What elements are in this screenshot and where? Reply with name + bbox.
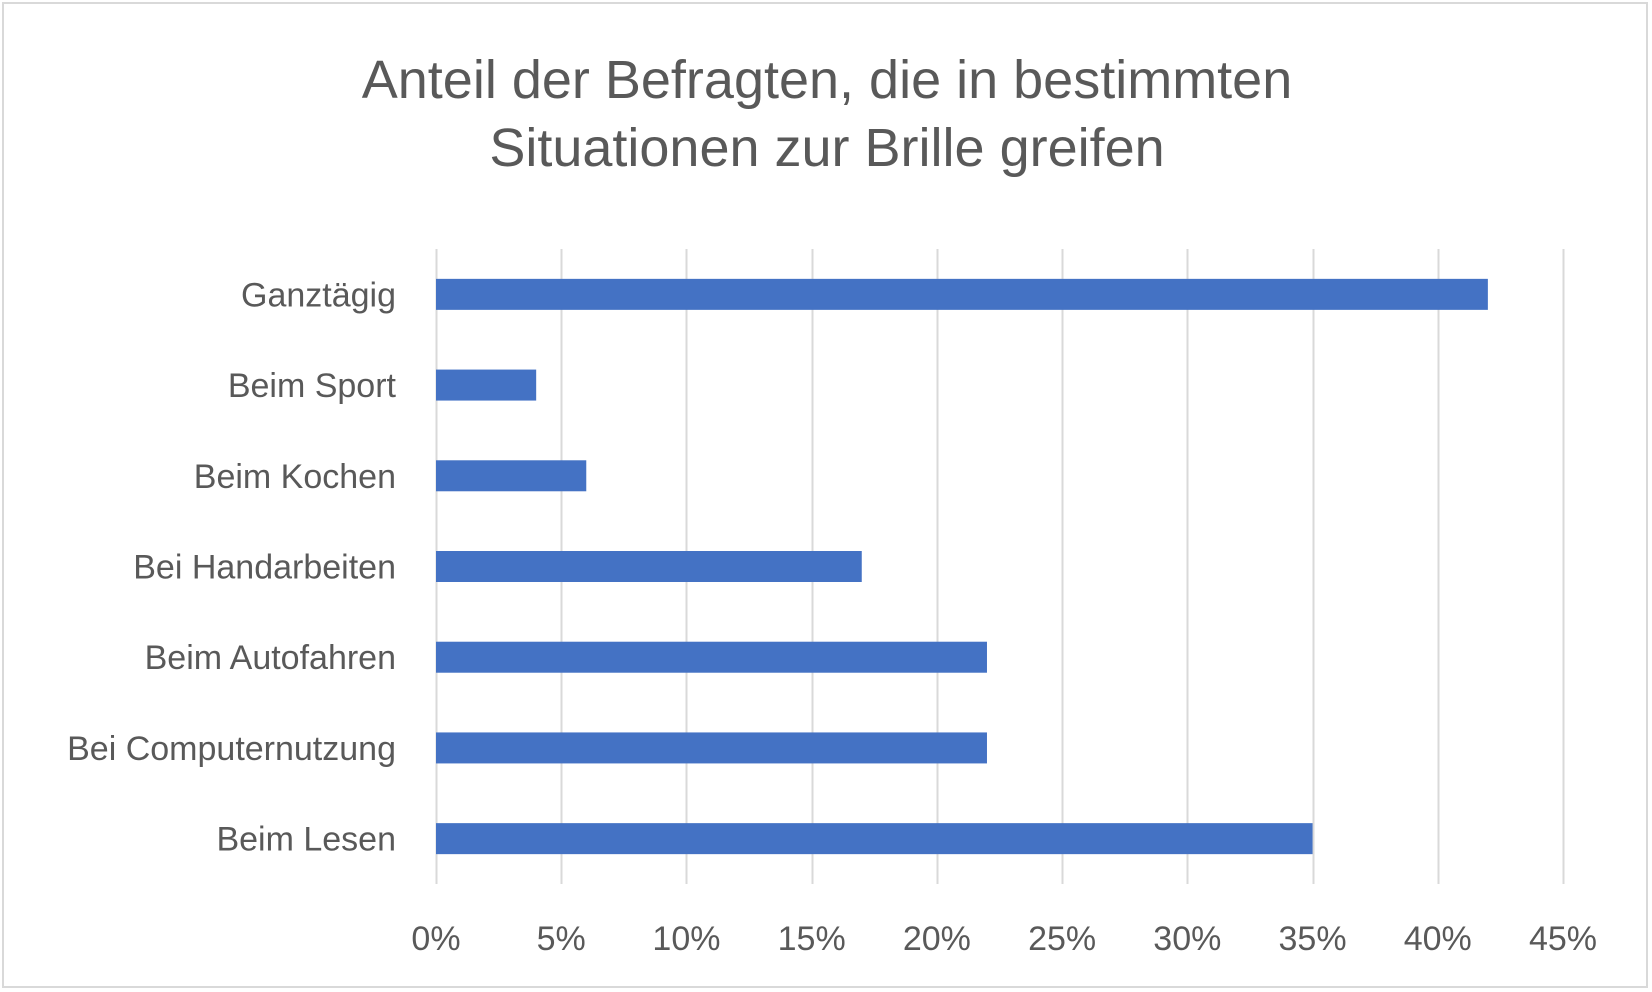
x-tick-label: 15% <box>778 920 846 958</box>
bar-4 <box>436 641 987 673</box>
bar-0 <box>436 278 1488 310</box>
x-tick-label: 25% <box>1028 920 1096 958</box>
x-tick-label: 40% <box>1404 920 1472 958</box>
category-label: Ganztägig <box>241 276 396 314</box>
x-tick-label: 30% <box>1153 920 1221 958</box>
bar-3 <box>436 551 862 582</box>
category-label: Beim Kochen <box>194 458 396 496</box>
bar-5 <box>436 732 987 764</box>
category-label: Beim Lesen <box>216 821 396 859</box>
category-label: Bei Computernutzung <box>67 730 396 768</box>
chart-title-line-2: Situationen zur Brille greifen <box>489 118 1165 178</box>
x-tick-label: 5% <box>537 920 586 958</box>
category-label: Bei Handarbeiten <box>133 549 396 587</box>
x-tick-label: 35% <box>1279 920 1347 958</box>
chart-title-line-1: Anteil der Befragten, die in bestimmten <box>361 50 1293 110</box>
chart-title: Anteil der Befragten, die in bestimmten … <box>4 46 1650 182</box>
category-label: Beim Sport <box>228 367 397 405</box>
x-tick-label: 20% <box>903 920 971 958</box>
category-label: Beim Autofahren <box>145 639 396 677</box>
bar-2 <box>436 460 587 492</box>
x-tick-label: 0% <box>411 920 460 958</box>
x-tick-label: 10% <box>652 920 720 958</box>
x-tick-label: 45% <box>1529 920 1597 958</box>
bar-1 <box>436 369 537 401</box>
bar-6 <box>436 823 1313 855</box>
